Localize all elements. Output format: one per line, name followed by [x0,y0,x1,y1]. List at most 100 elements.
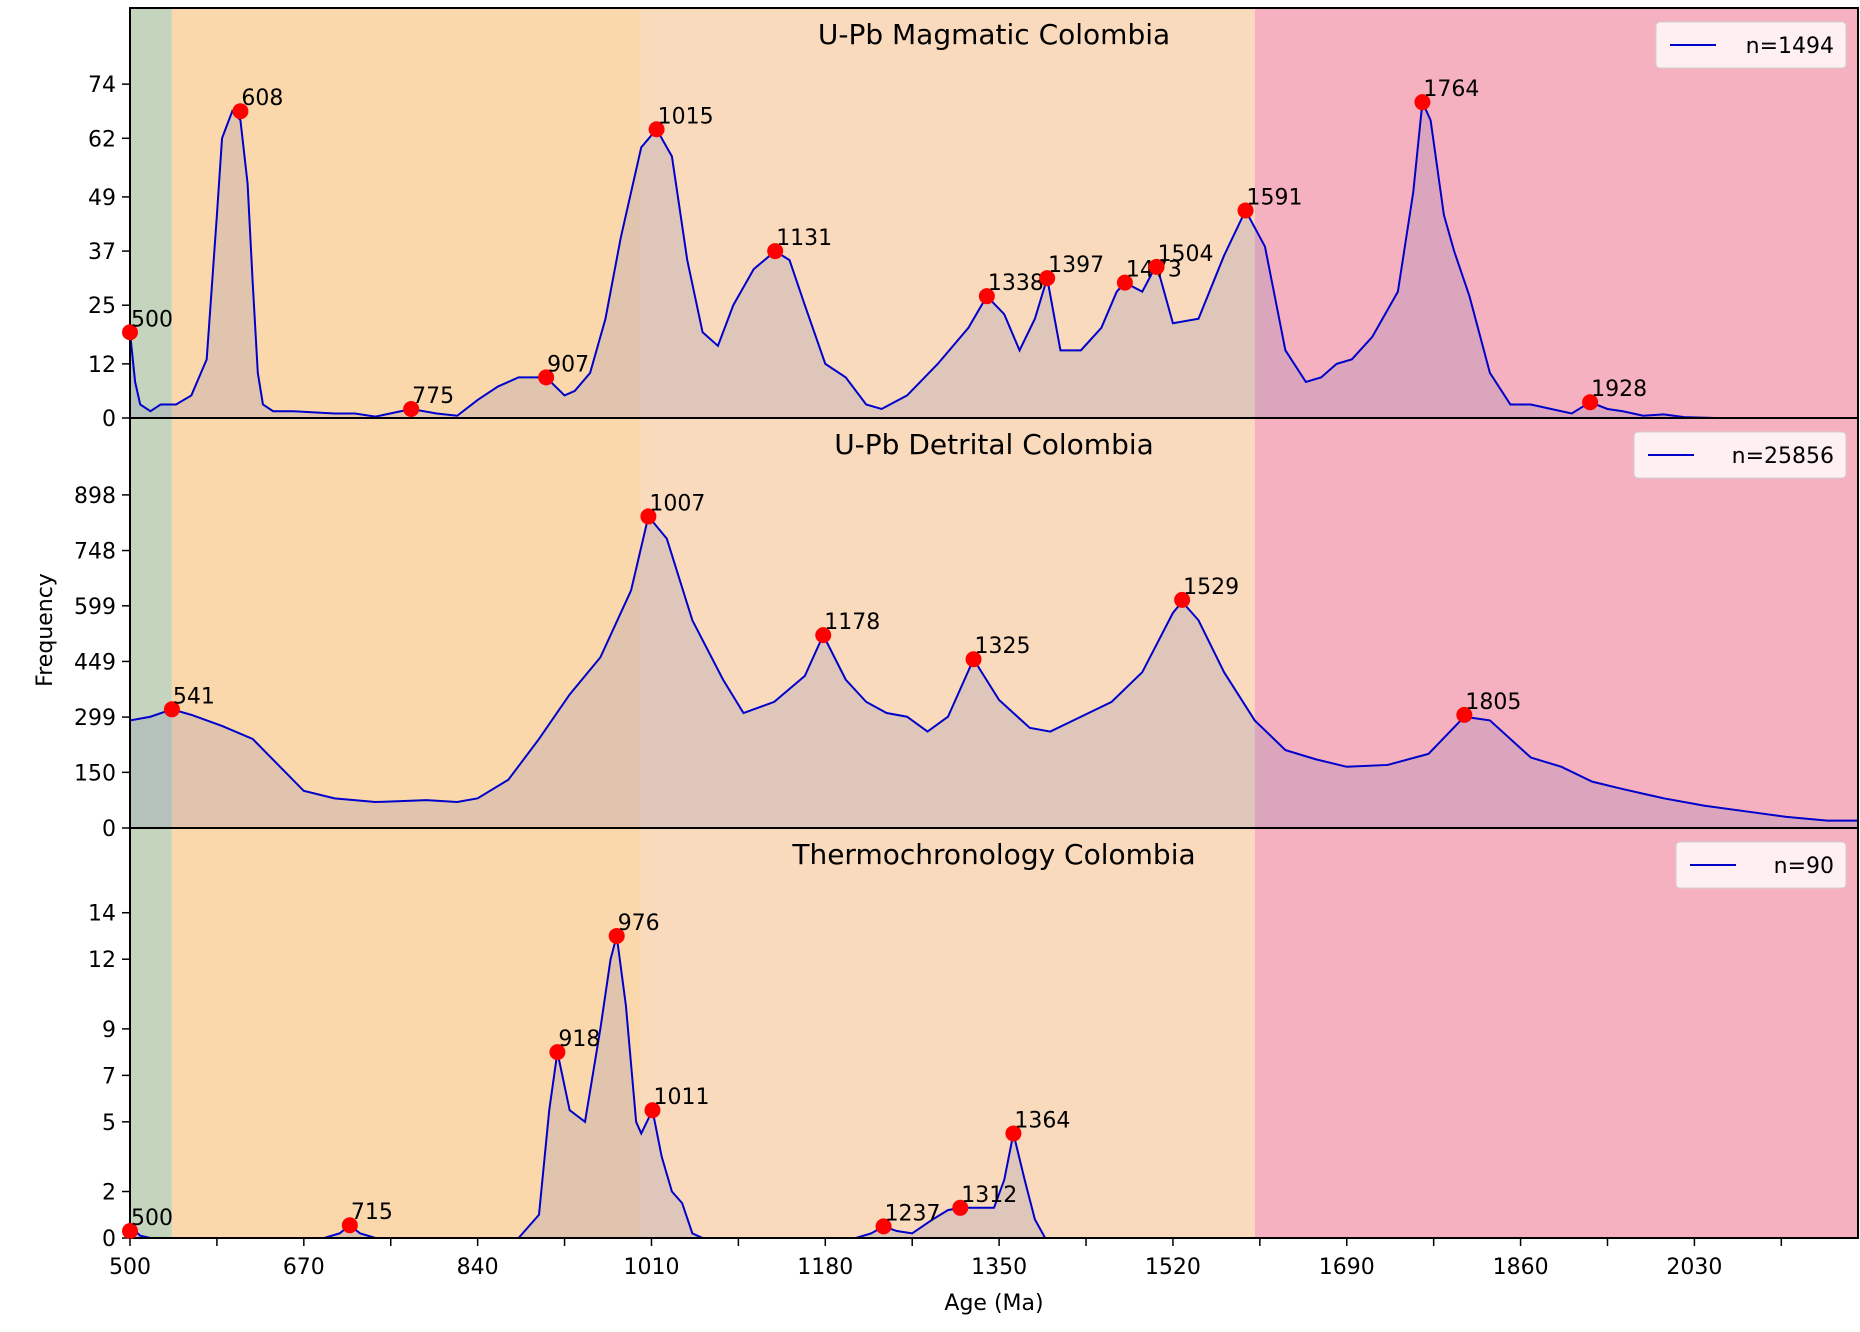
peak-label: 541 [173,684,215,709]
peak-marker [767,243,784,260]
x-tick-label: 1690 [1319,1255,1375,1280]
peak-label: 1325 [975,634,1031,659]
y-tick-label: 9 [102,1018,116,1043]
x-axis-label: Age (Ma) [944,1291,1043,1316]
x-axis: 500 670 840 1010 1180 1350 1520 1690 1860 2030 [109,1238,1783,1280]
x-tick-label: 1350 [971,1255,1027,1280]
peak-label: 608 [241,86,283,111]
peak-label: 907 [547,352,589,377]
x-tick-label: 1010 [623,1255,679,1280]
y-tick-label: 7 [102,1064,116,1089]
peak-marker [1148,258,1165,275]
peak-marker [978,288,995,305]
x-tick-label: 670 [283,1255,325,1280]
peak-label: 775 [412,384,454,409]
peak-label: 500 [131,1206,173,1231]
peak-marker [952,1199,969,1216]
y-tick-label: 748 [74,540,116,565]
peak-marker [1005,1125,1022,1142]
y-tick-label: 14 [88,902,116,927]
legend-box [1655,21,1847,69]
y-tick-label: 898 [74,484,116,509]
peak-label: 500 [131,307,173,332]
y-tick-label: 62 [88,127,116,152]
y-tick-label: 599 [74,595,116,620]
panel-detrital: 0 150 299 449 599 748 898 U-Pb Detrital Colombi… [74,417,1859,842]
x-tick-label: 1860 [1493,1255,1549,1280]
panel-thermochronology: 0 2 5 7 9 12 14 Thermochronology Colombia n=90 50… [88,827,1859,1252]
legend-label: n=25856 [1732,444,1834,469]
peak-marker [644,1102,661,1119]
peak-marker [1456,706,1473,723]
peak-marker [1582,394,1599,411]
peak-marker [875,1218,892,1235]
peak-marker [122,1223,138,1240]
y-tick-label: 49 [88,186,116,211]
y-tick-label: 12 [88,948,116,973]
peak-marker [163,701,180,718]
age-band-1 [171,8,642,1238]
legend-label: n=1494 [1746,34,1834,59]
peak-marker [815,627,832,644]
age-bands [130,8,1858,1238]
legend-label: n=90 [1774,854,1834,879]
panel-title: U-Pb Detrital Colombia [834,428,1154,461]
density-fill-1 [130,516,1858,828]
y-tick-label: 37 [88,240,116,265]
x-tick-label: 1520 [1145,1255,1201,1280]
panel-title: U-Pb Magmatic Colombia [818,18,1170,51]
legend-box [1633,431,1847,479]
peak-label: 1007 [649,491,705,516]
y-tick-label: 449 [74,650,116,675]
peak-marker [1039,270,1056,287]
age-band-3 [1254,8,1858,1238]
panel-title: Thermochronology Colombia [791,838,1195,871]
peak-marker [232,103,249,120]
peak-label: 1131 [776,226,832,251]
peak-label: 1338 [988,271,1044,296]
peak-label: 1011 [653,1085,709,1110]
peak-marker [122,324,138,341]
y-axis-label: Frequency [33,573,58,687]
y-tick-label: 74 [88,73,116,98]
peak-marker [965,651,982,668]
panel-magmatic: 0 12 25 37 49 62 74 U-Pb Magmatic Colombia n=149… [88,7,1859,432]
peak-label: 1397 [1048,253,1104,278]
y-tick-label: 0 [102,817,116,842]
x-tick-label: 2030 [1666,1255,1722,1280]
y-tick-label: 150 [74,761,116,786]
y-tick-label: 25 [88,294,116,319]
peak-marker [1174,591,1191,608]
peak-label: 1015 [658,104,714,129]
peak-label: 1237 [885,1201,941,1226]
age-band-2 [641,8,1255,1238]
peak-marker [341,1217,358,1234]
density-line-0 [129,98,1858,419]
density-fill-0 [130,102,1858,419]
y-tick-label: 5 [102,1111,116,1136]
peak-marker [1116,274,1133,291]
y-tick-label: 299 [74,706,116,731]
peak-marker [1237,202,1254,219]
peak-label: 1928 [1591,377,1647,402]
x-tick-label: 1180 [797,1255,853,1280]
y-tick-label: 0 [102,1227,116,1252]
peak-label: 1805 [1465,690,1521,715]
peak-label: 1312 [961,1183,1017,1208]
density-fill-2 [130,935,1858,1238]
y-tick-label: 12 [88,353,116,378]
peak-label: 1529 [1183,575,1239,600]
age-band-0 [130,8,172,1238]
panel-frame [129,827,1859,1239]
peak-marker [640,508,657,525]
peak-label: 1764 [1423,77,1479,102]
peak-marker [1414,94,1431,111]
peak-marker [538,369,555,386]
y-tick-label: 2 [102,1181,116,1206]
peak-label: 715 [351,1200,393,1225]
y-tick-label: 0 [102,407,116,432]
legend-box [1675,841,1847,889]
peak-marker [608,927,625,944]
peak-label: 976 [618,911,660,936]
